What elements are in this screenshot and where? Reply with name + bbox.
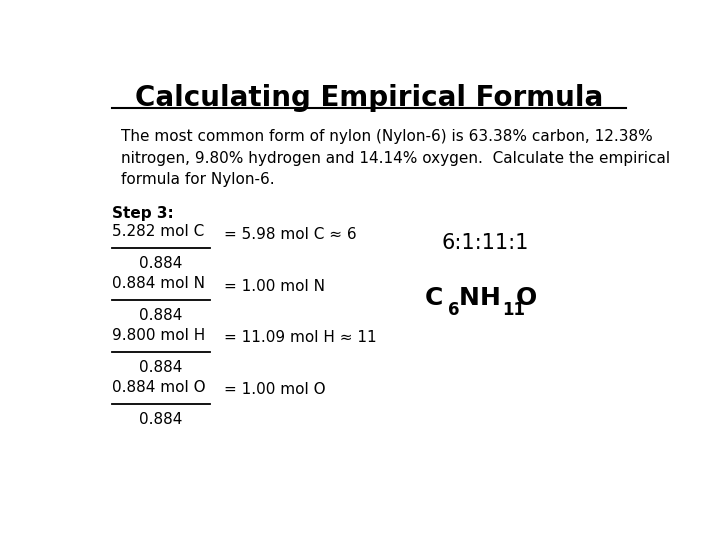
- Text: 0.884: 0.884: [140, 256, 183, 271]
- Text: nitrogen, 9.80% hydrogen and 14.14% oxygen.  Calculate the empirical: nitrogen, 9.80% hydrogen and 14.14% oxyg…: [121, 151, 670, 166]
- Text: 0.884: 0.884: [140, 412, 183, 427]
- Text: 0.884: 0.884: [140, 360, 183, 375]
- Text: 0.884: 0.884: [140, 308, 183, 323]
- Text: H: H: [480, 286, 500, 310]
- Text: = 1.00 mol N: = 1.00 mol N: [224, 279, 325, 294]
- Text: = 1.00 mol O: = 1.00 mol O: [224, 382, 325, 397]
- Text: formula for Nylon-6.: formula for Nylon-6.: [121, 172, 274, 187]
- Text: 9.800 mol H: 9.800 mol H: [112, 328, 206, 343]
- Text: O: O: [516, 286, 537, 310]
- Text: 11: 11: [502, 301, 525, 319]
- Text: 0.884 mol O: 0.884 mol O: [112, 380, 206, 395]
- Text: The most common form of nylon (Nylon-6) is 63.38% carbon, 12.38%: The most common form of nylon (Nylon-6) …: [121, 129, 652, 144]
- Text: 5.282 mol C: 5.282 mol C: [112, 225, 204, 239]
- Text: Calculating Empirical Formula: Calculating Empirical Formula: [135, 84, 603, 112]
- Text: = 5.98 mol C ≈ 6: = 5.98 mol C ≈ 6: [224, 227, 356, 241]
- Text: N: N: [458, 286, 479, 310]
- Text: Step 3:: Step 3:: [112, 206, 174, 221]
- Text: 0.884 mol N: 0.884 mol N: [112, 276, 205, 292]
- Text: 6:1:11:1: 6:1:11:1: [441, 233, 529, 253]
- Text: C: C: [425, 286, 444, 310]
- Text: = 11.09 mol H ≈ 11: = 11.09 mol H ≈ 11: [224, 330, 377, 346]
- Text: 6: 6: [449, 301, 460, 319]
